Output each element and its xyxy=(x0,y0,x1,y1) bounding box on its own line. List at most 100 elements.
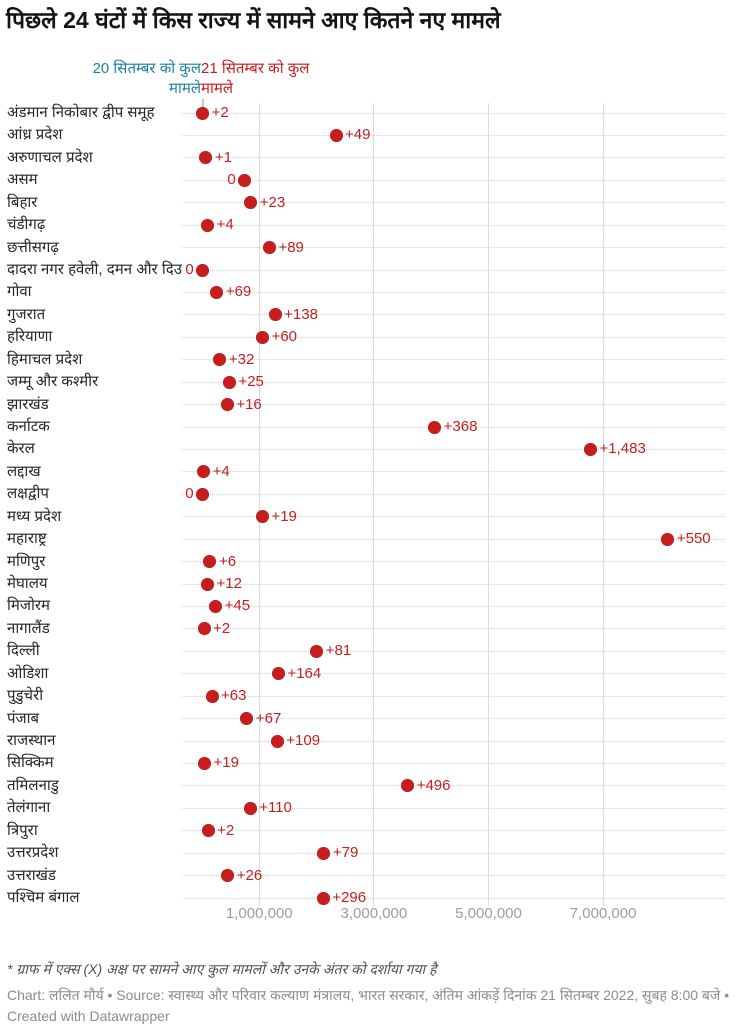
delta-label: +2 xyxy=(211,104,229,121)
state-label: लक्षद्वीप xyxy=(7,485,49,503)
state-label: राजस्थान xyxy=(7,732,56,750)
data-point-sep21[interactable] xyxy=(220,398,234,412)
row-leader-line xyxy=(182,269,725,271)
row-leader-line xyxy=(182,830,725,832)
delta-label: +19 xyxy=(213,754,239,772)
row-leader-line xyxy=(182,291,725,293)
data-point-sep21[interactable] xyxy=(197,465,211,479)
delta-label: +12 xyxy=(216,575,242,593)
row-leader-line xyxy=(182,628,725,630)
x-gridline xyxy=(258,103,260,906)
state-label: चंडीगढ़ xyxy=(7,216,46,234)
row-leader-line xyxy=(182,426,725,428)
data-point-sep21[interactable] xyxy=(209,599,223,613)
row-leader-line xyxy=(182,695,725,697)
data-point-sep21[interactable] xyxy=(661,532,675,546)
state-label: पुडुचेरी xyxy=(7,687,44,705)
data-point-sep21[interactable] xyxy=(222,375,236,389)
data-point-sep21[interactable] xyxy=(316,891,330,905)
row-leader-line xyxy=(182,762,725,764)
page-title: पिछले 24 घंटों में किस राज्य में सामने आ… xyxy=(6,7,501,33)
row-leader-line xyxy=(182,471,725,473)
attribution: Chart: ललित मौर्य • Source: स्वास्थ्य और… xyxy=(7,987,730,1024)
state-label: छत्तीसगढ़ xyxy=(7,238,59,256)
data-point-sep21[interactable] xyxy=(201,218,215,232)
data-point-sep21[interactable] xyxy=(244,196,258,210)
row-leader-line xyxy=(182,359,725,361)
row-leader-line xyxy=(182,157,725,159)
data-point-sep21[interactable] xyxy=(201,577,214,591)
data-point-sep21[interactable] xyxy=(270,734,284,748)
data-point-sep21[interactable] xyxy=(268,308,282,322)
data-point-sep21[interactable] xyxy=(255,510,269,524)
x-axis-tick-label: 5,000,000 xyxy=(455,905,522,922)
data-point-sep21[interactable] xyxy=(329,128,343,142)
data-point-sep21[interactable] xyxy=(196,263,210,277)
delta-label: +2 xyxy=(213,619,231,637)
delta-label: +69 xyxy=(225,283,252,301)
delta-label: +67 xyxy=(255,709,282,727)
delta-label: +89 xyxy=(278,238,304,256)
row-leader-line xyxy=(182,381,725,383)
delta-label: +138 xyxy=(284,305,318,323)
delta-label: +368 xyxy=(443,418,478,436)
data-point-sep21[interactable] xyxy=(210,285,224,299)
row-leader-line xyxy=(182,224,725,226)
data-point-sep21[interactable] xyxy=(317,846,331,860)
data-point-sep21[interactable] xyxy=(196,487,210,501)
state-label: अंडमान निकोबार द्वीप समूह xyxy=(7,104,155,121)
state-label: मध्य प्रदेश xyxy=(7,507,62,525)
state-label: ओडिशा xyxy=(7,664,49,682)
row-leader-line xyxy=(182,112,725,114)
data-point-sep21[interactable] xyxy=(310,644,324,658)
legend-sep21-line1: 21 सितम्बर को कुल xyxy=(201,60,310,77)
data-point-sep21[interactable] xyxy=(238,173,252,187)
x-gridline xyxy=(373,103,375,906)
data-point-sep21[interactable] xyxy=(428,420,442,434)
state-label: केरल xyxy=(7,440,35,458)
state-label: नागालैंड xyxy=(7,619,50,637)
delta-label: +25 xyxy=(238,373,264,391)
row-leader-line xyxy=(182,516,725,518)
row-leader-line xyxy=(182,807,725,809)
row-leader-line xyxy=(182,673,725,675)
row-leader-line xyxy=(182,852,725,854)
state-label: त्रिपुरा xyxy=(7,821,38,839)
legend-sep20-line2: मामले xyxy=(169,80,201,97)
row-leader-line xyxy=(182,897,725,899)
data-point-sep21[interactable] xyxy=(201,824,215,838)
data-point-sep21[interactable] xyxy=(196,106,210,120)
delta-label: +296 xyxy=(332,889,367,907)
data-point-sep21[interactable] xyxy=(198,756,212,770)
state-label: उत्तरप्रदेश xyxy=(7,844,59,862)
data-point-sep21[interactable] xyxy=(240,712,254,726)
delta-label: +45 xyxy=(224,597,251,615)
data-point-sep21[interactable] xyxy=(213,353,227,367)
footnote: * ग्राफ में एक्स (X) अक्ष पर सामने आए कु… xyxy=(7,961,437,977)
data-point-sep21[interactable] xyxy=(221,869,235,883)
state-label: मेघालय xyxy=(7,575,48,593)
data-point-sep21[interactable] xyxy=(205,689,219,703)
delta-label: +4 xyxy=(216,216,234,234)
delta-label: +26 xyxy=(236,866,263,884)
delta-label: +79 xyxy=(332,844,359,862)
data-point-sep21[interactable] xyxy=(401,779,415,793)
state-label: असम xyxy=(7,171,38,189)
data-point-sep21[interactable] xyxy=(197,622,211,636)
delta-label: +81 xyxy=(325,642,352,660)
row-leader-line xyxy=(182,718,725,720)
data-point-sep21[interactable] xyxy=(583,442,597,456)
state-label: झारखंड xyxy=(7,395,49,413)
x-gridline xyxy=(488,103,489,906)
data-point-sep21[interactable] xyxy=(256,330,270,344)
data-point-sep21[interactable] xyxy=(243,801,257,815)
delta-label: +49 xyxy=(345,126,371,144)
legend-sep21-line2: मामले xyxy=(201,80,233,97)
data-point-sep21[interactable] xyxy=(203,555,217,569)
delta-label: 0 xyxy=(185,485,194,503)
data-point-sep21[interactable] xyxy=(262,241,276,255)
data-point-sep21[interactable] xyxy=(199,151,213,165)
data-point-sep21[interactable] xyxy=(271,667,285,681)
legend-series-sep20: 20 सितम्बर को कुल मामले xyxy=(0,59,201,99)
delta-label: +109 xyxy=(286,732,321,750)
